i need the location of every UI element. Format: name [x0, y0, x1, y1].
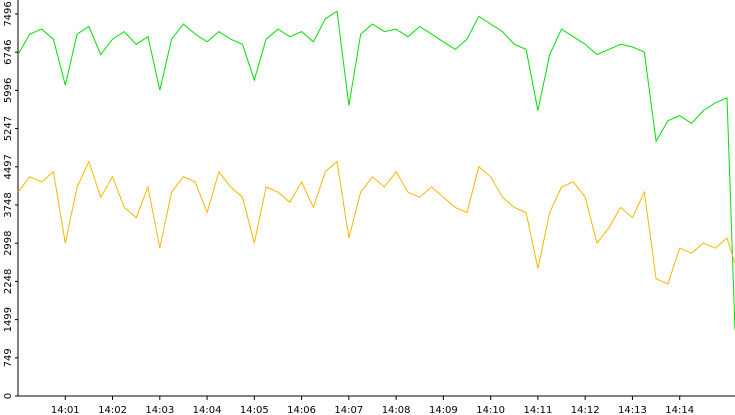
- x-tick-label: 14:03: [145, 405, 174, 415]
- x-tick-label: 14:06: [287, 405, 316, 415]
- x-tick-label: 14:13: [618, 405, 647, 415]
- y-tick-label: 4497: [3, 154, 14, 179]
- series-line: [17, 10, 735, 330]
- x-tick-label: 14:04: [193, 405, 222, 415]
- y-tick-label: 2248: [3, 269, 14, 294]
- x-tick-label: 14:07: [334, 405, 363, 415]
- y-tick-label: 749: [3, 348, 14, 367]
- x-tick-label: 14:05: [240, 405, 269, 415]
- y-tick-label: 0: [3, 393, 14, 399]
- y-tick-label: 1499: [3, 307, 14, 332]
- x-tick-label: 14:02: [98, 405, 127, 415]
- y-tick-label: 6746: [3, 39, 14, 64]
- y-tick-label: 5996: [3, 78, 14, 103]
- x-tick-label: 14:09: [429, 405, 458, 415]
- series-line: [17, 160, 735, 285]
- y-tick-label: 7496: [3, 1, 14, 26]
- x-tick-label: 14:12: [571, 405, 600, 415]
- x-tick-label: 14:11: [523, 405, 552, 415]
- y-tick-label: 5247: [3, 116, 14, 141]
- x-tick-label: 14:10: [476, 405, 505, 415]
- x-tick-label: 14:01: [51, 405, 80, 415]
- x-tick-label: 14:14: [665, 405, 694, 415]
- y-tick-label: 2998: [3, 230, 14, 255]
- y-tick-label: 3748: [3, 192, 14, 217]
- x-tick-label: 14:08: [382, 405, 411, 415]
